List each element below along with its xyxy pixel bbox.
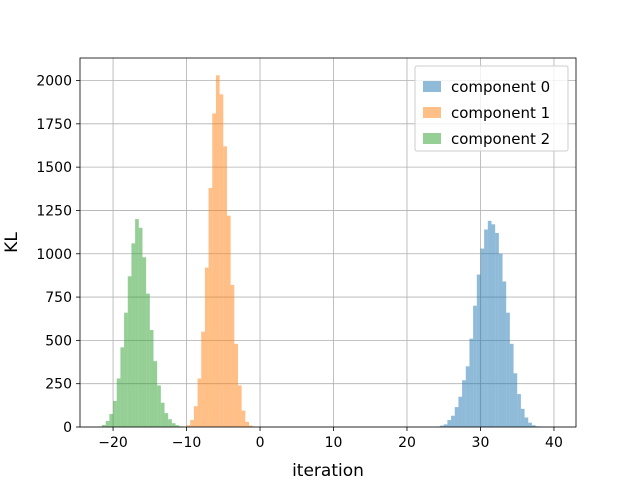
histogram-bar (135, 219, 139, 427)
histogram-bar (102, 424, 106, 427)
histogram-bar (201, 331, 205, 427)
axes-frame (79, 57, 577, 428)
histogram-bar (495, 232, 499, 427)
axis-ticks: −20 −10 0 10 20 30 40 0 250 500 750 1000 1250 1500 175… (36, 74, 563, 451)
histogram-bar (506, 312, 510, 427)
histogram-bar (520, 408, 525, 427)
histogram-bar (531, 425, 536, 427)
histogram-bar (127, 276, 132, 427)
histogram-bar (146, 293, 150, 427)
histogram-bar (487, 220, 492, 427)
histogram-bar (190, 420, 194, 427)
histogram-bar (142, 257, 147, 427)
histogram-bar (469, 338, 474, 427)
histogram-bar (219, 94, 224, 427)
legend: component 0 component 1 component 2 (414, 65, 569, 152)
y-tick-label: 1250 (36, 203, 72, 219)
histogram-bar (120, 347, 125, 427)
y-tick-label: 250 (45, 377, 72, 393)
histogram-bar (109, 414, 114, 427)
histogram-bars (98, 75, 551, 428)
series-1-bars (186, 75, 257, 428)
histogram-bar (465, 366, 470, 427)
histogram-bar (491, 224, 496, 427)
y-tick-label: 1750 (36, 117, 72, 133)
legend-label: component 0 (451, 78, 550, 96)
y-tick-label: 1000 (36, 247, 72, 263)
histogram-bar (105, 420, 110, 427)
histogram-bar (241, 410, 246, 427)
x-tick-label: −10 (172, 435, 202, 451)
histogram-bar (226, 215, 231, 427)
legend-label: component 2 (451, 130, 550, 148)
histogram-bar (480, 248, 485, 427)
histogram-bar (476, 274, 481, 427)
histogram-bar (502, 281, 507, 427)
histogram-bar (245, 421, 250, 427)
histogram-bar (116, 378, 121, 427)
histogram-bar (160, 402, 165, 427)
histogram-bar (157, 385, 161, 427)
y-tick-label: 2000 (36, 74, 72, 90)
y-tick-label: 750 (45, 290, 72, 306)
histogram-bar (215, 75, 220, 427)
legend-swatch (423, 107, 441, 118)
histogram-bar (171, 423, 176, 427)
x-tick-label: 20 (398, 435, 416, 451)
histogram-bar (462, 380, 466, 427)
histogram-bar (204, 267, 209, 427)
histogram-bar (440, 425, 444, 427)
histogram-bar (186, 425, 191, 427)
x-axis-label: iteration (292, 461, 364, 480)
histogram-bar (149, 329, 154, 427)
histogram-bar (473, 305, 477, 427)
histogram-bar (509, 343, 514, 427)
histogram-bar (524, 417, 529, 427)
histogram-bar (113, 401, 117, 427)
histogram-bar (223, 146, 227, 427)
histogram-bar (513, 373, 518, 427)
x-tick-label: 40 (545, 435, 563, 451)
histogram-bar (138, 227, 143, 427)
legend-box (414, 65, 569, 152)
histogram-bar (175, 425, 180, 427)
histogram-bar (212, 113, 216, 428)
x-tick-label: 0 (256, 435, 265, 451)
histogram-bar (168, 419, 172, 427)
legend-label: component 1 (451, 104, 550, 122)
histogram-bar (164, 413, 169, 427)
histogram-bar (197, 378, 202, 427)
histogram-bar (443, 424, 448, 427)
histogram-bar (528, 422, 532, 427)
series-0-bars (436, 220, 551, 427)
legend-swatch (423, 133, 441, 144)
x-tick-label: −20 (98, 435, 128, 451)
x-tick-label: 30 (472, 435, 490, 451)
histogram-bar (498, 253, 503, 427)
histogram-bar (484, 229, 488, 427)
histogram-bar (458, 396, 463, 427)
histogram-bar (237, 385, 242, 427)
legend-swatch (423, 81, 441, 92)
histogram-bar (131, 243, 136, 427)
histogram-bar (230, 284, 235, 427)
y-tick-label: 1500 (36, 160, 72, 176)
histogram-bar (451, 415, 455, 427)
histogram-bar (447, 420, 452, 427)
histogram-bar (234, 343, 238, 427)
x-tick-label: 10 (325, 435, 343, 451)
y-tick-label: 0 (63, 420, 72, 436)
histogram-bar (193, 406, 198, 427)
histogram-bar (124, 312, 128, 427)
y-tick-label: 500 (45, 333, 72, 349)
histogram-bar (249, 425, 253, 427)
histogram-bar (153, 361, 158, 427)
histogram-bar (517, 394, 521, 427)
y-axis-label: KL (2, 232, 22, 253)
histogram-bar (454, 407, 459, 427)
series-2-bars (98, 219, 191, 427)
histogram-bar (208, 187, 213, 427)
